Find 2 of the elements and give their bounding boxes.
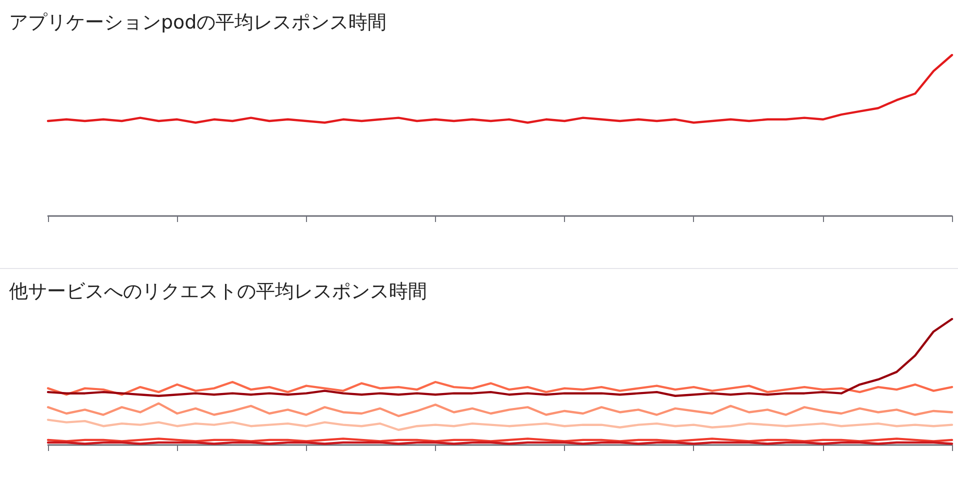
chart-title: アプリケーションpodの平均レスポンス時間: [9, 12, 387, 34]
chart-title: 他サービスへのリクエストの平均レスポンス時間: [9, 280, 427, 302]
